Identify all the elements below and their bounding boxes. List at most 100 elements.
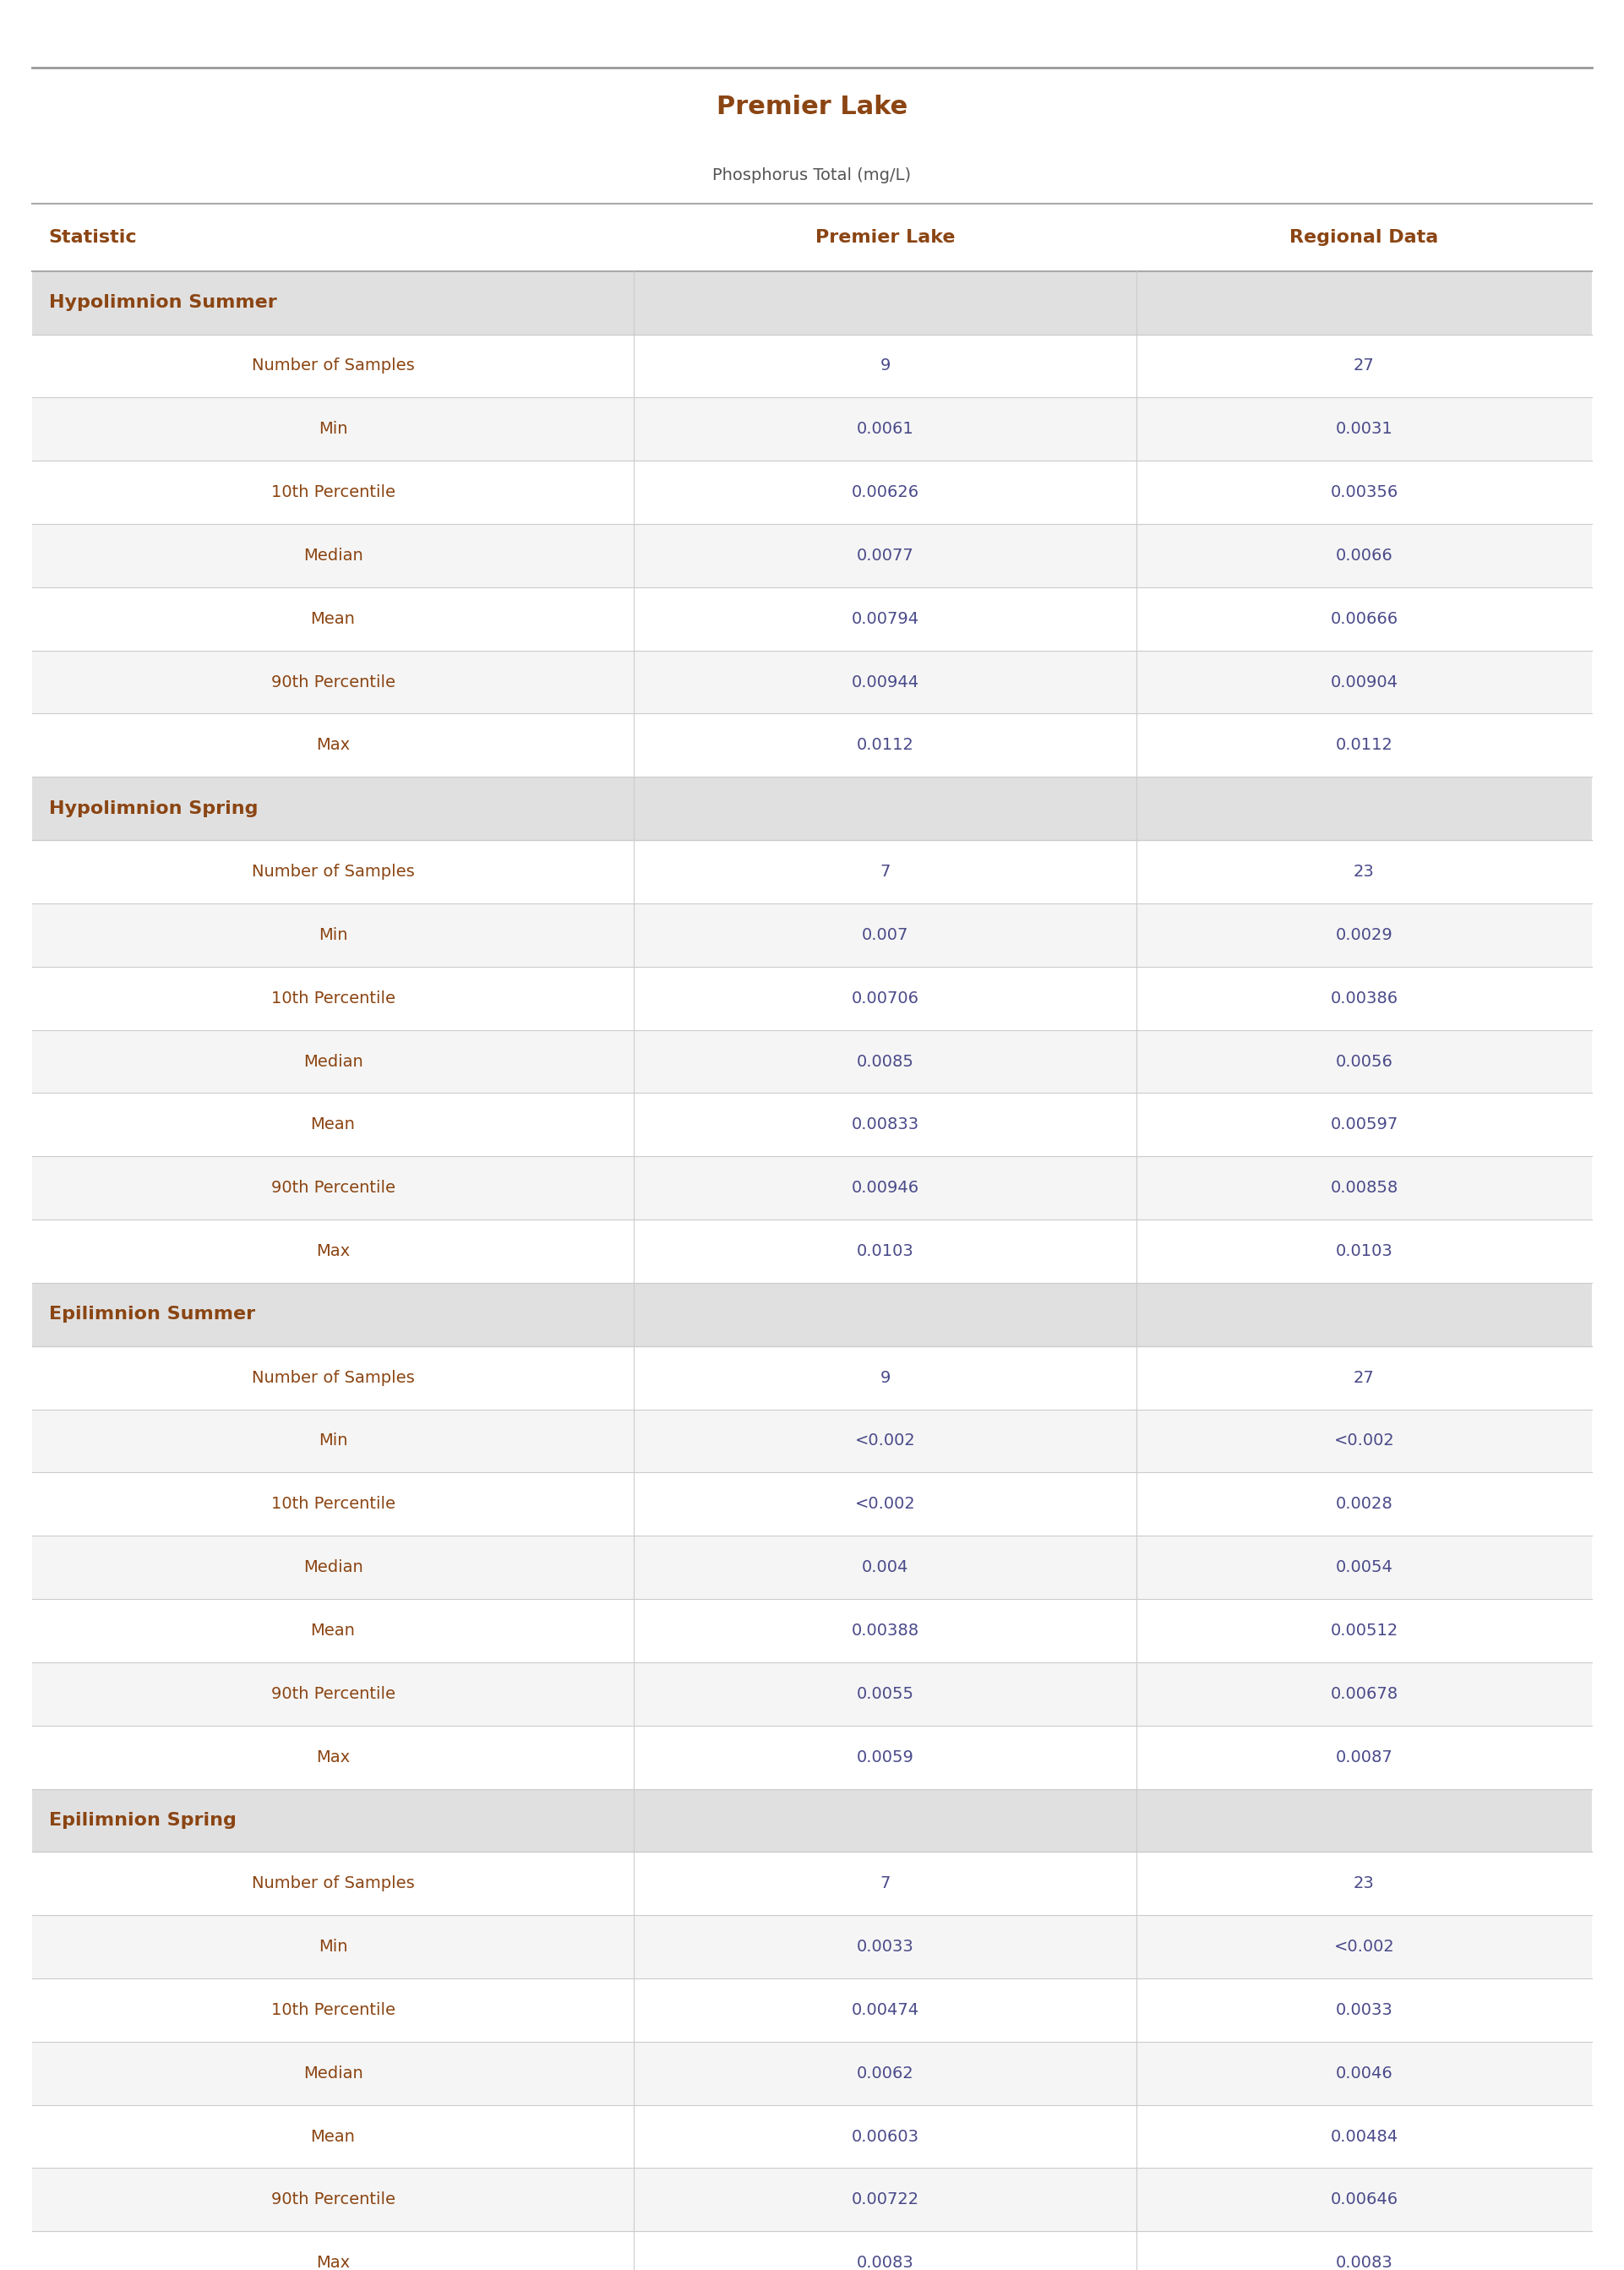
FancyBboxPatch shape (32, 588, 1592, 651)
Text: 0.0083: 0.0083 (1335, 2254, 1393, 2270)
Text: Mean: Mean (310, 1623, 356, 1639)
Text: 0.007: 0.007 (862, 926, 908, 942)
FancyBboxPatch shape (32, 1916, 1592, 1979)
Text: 23: 23 (1354, 865, 1374, 881)
FancyBboxPatch shape (32, 2231, 1592, 2270)
Text: 0.00356: 0.00356 (1330, 484, 1398, 499)
Text: Max: Max (317, 1750, 349, 1766)
Text: Min: Min (318, 926, 348, 942)
Text: 0.00603: 0.00603 (851, 2129, 919, 2145)
Text: Statistic: Statistic (49, 229, 136, 245)
FancyBboxPatch shape (32, 334, 1592, 397)
Text: 0.00722: 0.00722 (851, 2193, 919, 2209)
FancyBboxPatch shape (32, 1852, 1592, 1916)
Text: 0.0028: 0.0028 (1335, 1496, 1393, 1512)
Text: Median: Median (304, 1559, 362, 1575)
Text: Phosphorus Total (mg/L): Phosphorus Total (mg/L) (713, 168, 911, 184)
Text: 0.0085: 0.0085 (856, 1053, 914, 1069)
Text: Epilimnion Spring: Epilimnion Spring (49, 1811, 235, 1830)
Text: 7: 7 (880, 865, 890, 881)
Text: 0.0062: 0.0062 (856, 2066, 914, 2082)
FancyBboxPatch shape (32, 1598, 1592, 1662)
Text: 0.00646: 0.00646 (1330, 2193, 1398, 2209)
Text: 0.0056: 0.0056 (1335, 1053, 1393, 1069)
Text: 0.0033: 0.0033 (1335, 2002, 1393, 2018)
Text: Number of Samples: Number of Samples (252, 865, 414, 881)
FancyBboxPatch shape (32, 1346, 1592, 1410)
Text: 0.0077: 0.0077 (856, 547, 914, 563)
Text: Hypolimnion Spring: Hypolimnion Spring (49, 799, 258, 817)
Text: Epilimnion Summer: Epilimnion Summer (49, 1305, 255, 1323)
Text: 0.0055: 0.0055 (856, 1687, 914, 1702)
Text: Max: Max (317, 2254, 349, 2270)
Text: Median: Median (304, 2066, 362, 2082)
Text: 0.0083: 0.0083 (856, 2254, 914, 2270)
Text: 0.00388: 0.00388 (851, 1623, 919, 1639)
FancyBboxPatch shape (32, 2041, 1592, 2104)
Text: <0.002: <0.002 (1333, 1432, 1395, 1448)
Text: 0.0054: 0.0054 (1335, 1559, 1393, 1575)
Text: 10th Percentile: 10th Percentile (271, 1496, 395, 1512)
Text: <0.002: <0.002 (1333, 1939, 1395, 1954)
Text: 0.00678: 0.00678 (1330, 1687, 1398, 1702)
FancyBboxPatch shape (32, 1662, 1592, 1725)
FancyBboxPatch shape (32, 840, 1592, 903)
Text: 0.0112: 0.0112 (856, 738, 914, 754)
Text: 23: 23 (1354, 1875, 1374, 1891)
Text: <0.002: <0.002 (854, 1496, 916, 1512)
FancyBboxPatch shape (32, 1537, 1592, 1598)
Text: 0.0103: 0.0103 (1335, 1244, 1393, 1260)
Text: 0.0033: 0.0033 (856, 1939, 914, 1954)
Text: 90th Percentile: 90th Percentile (271, 674, 395, 690)
Text: 0.00706: 0.00706 (851, 990, 919, 1006)
Text: 0.00858: 0.00858 (1330, 1180, 1398, 1196)
Text: Median: Median (304, 547, 362, 563)
Text: 9: 9 (880, 1369, 890, 1385)
Text: 0.00512: 0.00512 (1330, 1623, 1398, 1639)
Text: 0.00597: 0.00597 (1330, 1117, 1398, 1133)
Text: 0.00833: 0.00833 (851, 1117, 919, 1133)
FancyBboxPatch shape (32, 2104, 1592, 2168)
FancyBboxPatch shape (32, 1473, 1592, 1537)
Text: 90th Percentile: 90th Percentile (271, 2193, 395, 2209)
Text: 0.0046: 0.0046 (1335, 2066, 1393, 2082)
Text: 0.0061: 0.0061 (856, 420, 914, 438)
FancyBboxPatch shape (32, 1410, 1592, 1473)
FancyBboxPatch shape (32, 1219, 1592, 1283)
Text: 0.0059: 0.0059 (856, 1750, 914, 1766)
Text: 0.00386: 0.00386 (1330, 990, 1398, 1006)
Text: 0.00484: 0.00484 (1330, 2129, 1398, 2145)
Text: 90th Percentile: 90th Percentile (271, 1687, 395, 1702)
Text: Min: Min (318, 1939, 348, 1954)
Text: 9: 9 (880, 359, 890, 375)
Text: 0.00626: 0.00626 (851, 484, 919, 499)
Text: 7: 7 (880, 1875, 890, 1891)
FancyBboxPatch shape (32, 204, 1592, 270)
Text: Min: Min (318, 420, 348, 438)
FancyBboxPatch shape (32, 903, 1592, 967)
FancyBboxPatch shape (32, 2168, 1592, 2231)
FancyBboxPatch shape (32, 1725, 1592, 1789)
Text: Mean: Mean (310, 2129, 356, 2145)
FancyBboxPatch shape (32, 1031, 1592, 1094)
Text: 0.0112: 0.0112 (1335, 738, 1393, 754)
Text: 0.00666: 0.00666 (1330, 611, 1398, 627)
FancyBboxPatch shape (32, 1155, 1592, 1219)
Text: 10th Percentile: 10th Percentile (271, 2002, 395, 2018)
Text: 0.00474: 0.00474 (851, 2002, 919, 2018)
Text: 0.0087: 0.0087 (1335, 1750, 1393, 1766)
Text: 0.0103: 0.0103 (856, 1244, 914, 1260)
Text: 0.00794: 0.00794 (851, 611, 919, 627)
Text: 0.00904: 0.00904 (1330, 674, 1398, 690)
FancyBboxPatch shape (32, 1789, 1592, 1852)
Text: Premier Lake: Premier Lake (815, 229, 955, 245)
FancyBboxPatch shape (32, 1979, 1592, 2041)
FancyBboxPatch shape (32, 651, 1592, 713)
FancyBboxPatch shape (32, 524, 1592, 588)
FancyBboxPatch shape (32, 776, 1592, 840)
Text: 27: 27 (1354, 1369, 1374, 1385)
FancyBboxPatch shape (32, 461, 1592, 524)
FancyBboxPatch shape (32, 967, 1592, 1031)
Text: Premier Lake: Premier Lake (716, 95, 908, 120)
Text: 10th Percentile: 10th Percentile (271, 990, 395, 1006)
